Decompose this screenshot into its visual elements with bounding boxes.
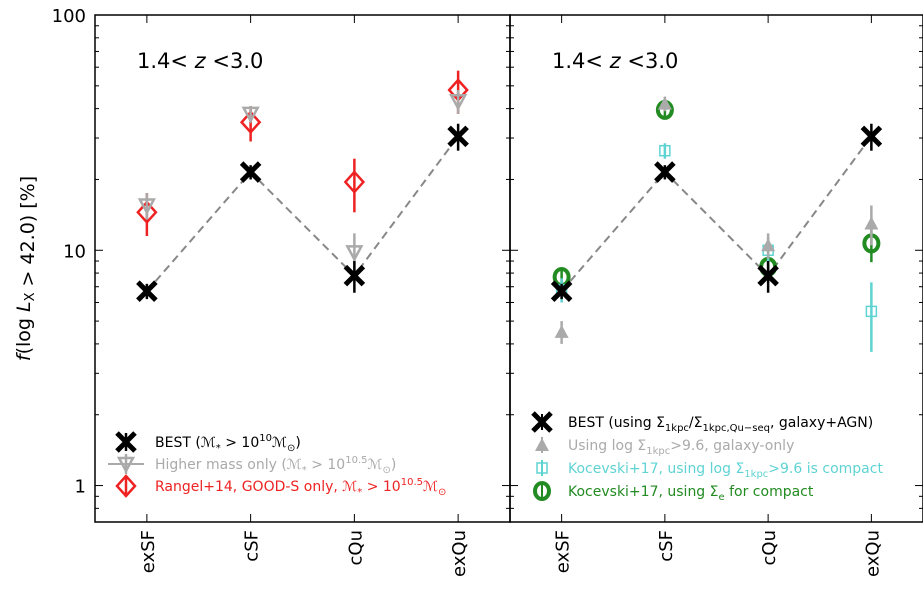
data-point (449, 93, 468, 111)
legend-marker-0 (115, 431, 137, 453)
marker-x (860, 125, 883, 148)
data-point (550, 280, 573, 302)
y-tick-label: 100 (52, 6, 86, 27)
legend-marker-1 (116, 456, 136, 474)
legend-label-left-1: Higher mass only (ℳ* > 1010.5ℳ⊙) (155, 455, 396, 476)
y-tick-label: 1 (75, 477, 86, 498)
data-point (137, 198, 156, 216)
marker-triangle-up (535, 438, 549, 451)
marker-x (531, 411, 553, 433)
legend-marker-2 (115, 474, 137, 498)
x-tick-label-exQu: exQu (862, 530, 883, 577)
data-point (345, 245, 364, 262)
marker-diamond (136, 200, 158, 225)
marker-triangle-up (761, 238, 776, 252)
panel-title: 1.4< z <3.0 (137, 49, 263, 73)
legend-label-left-2: Rangel+14, GOOD-S only, ℳ* > 1010.5ℳ⊙ (155, 477, 446, 498)
marker-diamond (115, 474, 137, 498)
x-tick-label-cQu: cQu (759, 530, 780, 565)
data-point (343, 170, 366, 194)
legend-marker-r3 (533, 481, 551, 501)
data-point (136, 200, 158, 225)
x-tick-label-cSF: cSF (656, 530, 677, 562)
data-point (241, 106, 260, 124)
x-tick-label-cSF: cSF (242, 530, 263, 562)
series-trend-line (560, 135, 873, 292)
marker-triangle-down (116, 456, 136, 474)
marker-x (115, 431, 137, 453)
data-point (239, 161, 262, 183)
marker-square (536, 462, 548, 474)
legend-marker-r1 (535, 438, 549, 451)
legend-label-left-0: BEST (ℳ* > 1010ℳ⊙) (155, 433, 301, 454)
marker-triangle-down (449, 93, 468, 111)
data-point (865, 305, 878, 318)
legend-marker-r0 (531, 411, 553, 433)
data-point (447, 125, 469, 148)
plot-frame (509, 14, 923, 523)
x-tick-label-exQu: exQu (449, 530, 470, 577)
marker-triangle-up (554, 324, 569, 338)
data-point (761, 238, 776, 252)
marker-x (343, 264, 366, 287)
legend-label-right-2: Kocevski+17, using log Σ1kpc>9.6 is comp… (568, 461, 883, 480)
marker-circle (533, 481, 551, 501)
marker-triangle-down (345, 245, 364, 262)
x-tick-label-exSF: exSF (553, 530, 574, 573)
data-point (343, 264, 366, 287)
marker-x (757, 264, 779, 287)
marker-square (865, 305, 878, 318)
data-point (860, 125, 883, 148)
x-tick-label-cQu: cQu (345, 530, 366, 565)
marker-x (239, 161, 262, 183)
marker-triangle-down (137, 198, 156, 216)
legend-marker-r2 (536, 462, 548, 474)
data-point (659, 144, 671, 157)
panel-title: 1.4< z <3.0 (552, 49, 678, 73)
legend-label-right-1: Using log Σ1kpc>9.6, galaxy-only (568, 438, 794, 457)
y-axis-label: f(log LX > 42.0) [%] (13, 176, 39, 361)
marker-x (447, 125, 469, 148)
data-point (239, 110, 262, 135)
marker-diamond (239, 110, 262, 135)
legend-label-right-3: Kocevski+17, using Σe for compact (568, 484, 814, 503)
series-trend-line (146, 135, 459, 292)
marker-diamond (343, 170, 366, 194)
marker-square (659, 144, 671, 157)
data-point (864, 216, 879, 230)
data-point (654, 161, 676, 183)
data-point (554, 324, 569, 338)
x-tick-label-exSF: exSF (138, 530, 159, 573)
y-tick-label: 10 (63, 241, 86, 262)
data-point (657, 96, 672, 110)
data-point (136, 280, 158, 302)
data-point (757, 264, 779, 287)
legend-label-right-0: BEST (using Σ1kpc/Σ1kpc,Qu−seq, galaxy+A… (568, 415, 873, 434)
marker-x (136, 280, 158, 302)
marker-triangle-up (657, 96, 672, 110)
marker-triangle-up (864, 216, 879, 230)
marker-triangle-down (241, 106, 260, 124)
marker-x (550, 280, 573, 302)
marker-x (654, 161, 676, 183)
